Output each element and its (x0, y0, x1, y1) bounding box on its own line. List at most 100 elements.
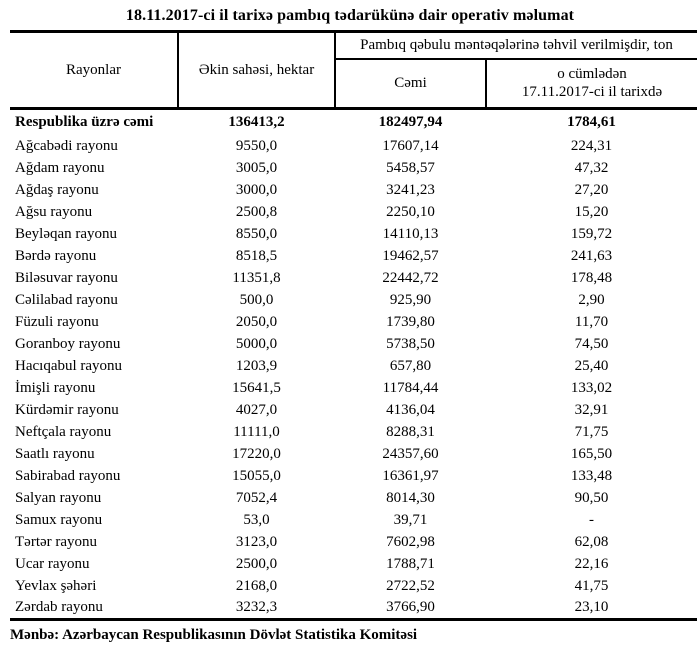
delivered-total-cell: 7602,98 (386, 534, 435, 551)
delivered-on-date-cell: 2,90 (578, 292, 605, 309)
table-row: Ucar rayonu 2500,0 1788,71 22,16 (10, 554, 697, 576)
table-row: Füzuli rayonu 2050,0 1739,80 11,70 (10, 312, 697, 334)
delivered-on-date-cell: 22,16 (574, 556, 609, 573)
delivered-total-cell: 3241,23 (386, 182, 435, 199)
sown-area-cell: 2050,0 (235, 314, 278, 331)
sown-area-cell: 2500,0 (235, 556, 278, 573)
cotton-procurement-table: Rayonlar Əkin sahəsi, hektar Pambıq qəbu… (10, 30, 698, 621)
delivered-total-cell: 17607,14 (382, 138, 439, 155)
region-name-cell: Bərdə rayonu (15, 248, 97, 265)
delivered-total-cell: 22442,72 (382, 270, 439, 287)
delivered-on-date-cell: 15,20 (574, 204, 609, 221)
region-name-cell: Samux rayonu (15, 512, 103, 529)
column-header-sown-area: Əkin sahəsi, hektar (178, 31, 336, 109)
delivered-on-date-cell: 47,32 (574, 160, 609, 177)
column-header-regions: Rayonlar (10, 31, 179, 109)
delivered-on-date-cell: 62,08 (574, 534, 609, 551)
sown-area-cell: 3232,3 (178, 597, 335, 621)
report-title: 18.11.2017-ci il tarixə pambıq tədarükün… (125, 7, 575, 24)
region-name-cell: Biləsuvar rayonu (15, 270, 118, 287)
delivered-total-cell: 19462,57 (382, 248, 439, 265)
region-name-cell: Goranboy rayonu (15, 336, 121, 353)
table-row: Bərdə rayonu 8518,5 19462,57 241,63 (10, 246, 697, 268)
region-name-cell: Tərtər rayonu (15, 534, 98, 551)
total-sown-area-cell: 136413,2 (178, 107, 335, 136)
sown-area-cell: 8550,0 (235, 226, 278, 243)
column-header-delivered-group: Pambıq qəbulu məntəqələrinə təhvil veril… (335, 31, 698, 60)
delivered-total-cell: 16361,97 (382, 468, 439, 485)
delivered-on-date-cell: - (589, 512, 594, 529)
delivered-on-date-cell: 74,50 (574, 336, 609, 353)
table-row: Ağcabədi rayonu 9550,0 17607,14 224,31 (10, 136, 697, 158)
sown-area-cell: 2500,8 (235, 204, 278, 221)
table-row: Biləsuvar rayonu 11351,8 22442,72 178,48 (10, 268, 697, 290)
delivered-total-cell: 1739,80 (386, 314, 435, 331)
region-name-cell: Yevlax şəhəri (15, 578, 97, 595)
table-row: Zərdab rayonu 3232,3 3766,90 23,10 (10, 597, 698, 621)
delivered-total-cell: 657,80 (389, 358, 432, 375)
total-row-label: Respublika üzrə cəmi (10, 107, 178, 136)
sown-area-cell: 53,0 (243, 512, 270, 529)
delivered-total-cell: 2250,10 (386, 204, 435, 221)
column-header-including-date: 17.11.2017-ci il tarixdə (521, 84, 663, 101)
sown-area-cell: 4027,0 (235, 402, 278, 419)
table-row: Samux rayonu 53,0 39,71 - (10, 510, 697, 532)
table-row: Kürdəmir rayonu 4027,0 4136,04 32,91 (10, 400, 697, 422)
region-name-cell: Ağsu rayonu (15, 204, 93, 221)
sown-area-cell: 1203,9 (235, 358, 278, 375)
column-header-including-label: o cümlədən (557, 65, 627, 82)
total-delivered-on-date-cell: 1784,61 (486, 107, 698, 136)
table-row: Neftçala rayonu 11111,0 8288,31 71,75 (10, 422, 697, 444)
delivered-on-date-cell: 71,75 (574, 424, 609, 441)
table-row: Hacıqabul rayonu 1203,9 657,80 25,40 (10, 356, 697, 378)
table-row: İmişli rayonu 15641,5 11784,44 133,02 (10, 378, 697, 400)
region-name-cell: Zərdab rayonu (10, 597, 178, 621)
region-name-cell: Neftçala rayonu (15, 424, 112, 441)
table-body: Respublika üzrə cəmi 136413,2 182497,94 … (10, 107, 698, 621)
region-name-cell: Ucar rayonu (15, 556, 90, 573)
delivered-on-date-cell: 32,91 (574, 402, 609, 419)
region-name-cell: Hacıqabul rayonu (15, 358, 123, 375)
delivered-total-cell: 24357,60 (382, 446, 439, 463)
sown-area-cell: 15641,5 (232, 380, 281, 397)
region-name-cell: Cəlilabad rayonu (15, 292, 118, 309)
sown-area-cell: 3123,0 (235, 534, 278, 551)
delivered-on-date-cell: 133,02 (570, 380, 613, 397)
region-name-cell: Ağdaş rayonu (15, 182, 99, 199)
delivered-on-date-cell: 41,75 (574, 578, 609, 595)
sown-area-cell: 11111,0 (233, 424, 280, 441)
sown-area-cell: 11351,8 (232, 270, 281, 287)
region-name-cell: Ağdam rayonu (15, 160, 105, 177)
table-row: Cəlilabad rayonu 500,0 925,90 2,90 (10, 290, 697, 312)
delivered-on-date-cell: 159,72 (570, 226, 613, 243)
region-name-cell: Beyləqan rayonu (15, 226, 118, 243)
column-header-delivered-on-date: o cümlədən 17.11.2017-ci il tarixdə (486, 59, 697, 109)
sown-area-cell: 17220,0 (232, 446, 281, 463)
sown-area-cell: 8518,5 (235, 248, 278, 265)
delivered-total-cell: 5458,57 (386, 160, 435, 177)
table-row: Salyan rayonu 7052,4 8014,30 90,50 (10, 488, 697, 510)
delivered-total-cell: 925,90 (389, 292, 432, 309)
delivered-on-date-cell: 165,50 (570, 446, 613, 463)
sown-area-cell: 500,0 (239, 292, 274, 309)
table-row: Ağsu rayonu 2500,8 2250,10 15,20 (10, 202, 697, 224)
region-name-cell: Kürdəmir rayonu (15, 402, 119, 419)
sown-area-cell: 9550,0 (235, 138, 278, 155)
delivered-on-date-cell: 90,50 (574, 490, 609, 507)
delivered-on-date-cell: 27,20 (574, 182, 609, 199)
sown-area-cell: 3005,0 (235, 160, 278, 177)
sown-area-cell: 2168,0 (235, 578, 278, 595)
region-name-cell: Saatlı rayonu (15, 446, 95, 463)
total-row: Respublika üzrə cəmi 136413,2 182497,94 … (10, 107, 698, 136)
table-row: Sabirabad rayonu 15055,0 16361,97 133,48 (10, 466, 697, 488)
delivered-on-date-cell: 224,31 (570, 138, 613, 155)
sown-area-cell: 15055,0 (232, 468, 281, 485)
table-row: Goranboy rayonu 5000,0 5738,50 74,50 (10, 334, 697, 356)
delivered-total-cell: 14110,13 (382, 226, 439, 243)
delivered-on-date-cell: 25,40 (574, 358, 609, 375)
delivered-total-cell: 3766,90 (335, 597, 486, 621)
table-row: Saatlı rayonu 17220,0 24357,60 165,50 (10, 444, 697, 466)
region-name-cell: Salyan rayonu (15, 490, 102, 507)
region-name-cell: Sabirabad rayonu (15, 468, 121, 485)
